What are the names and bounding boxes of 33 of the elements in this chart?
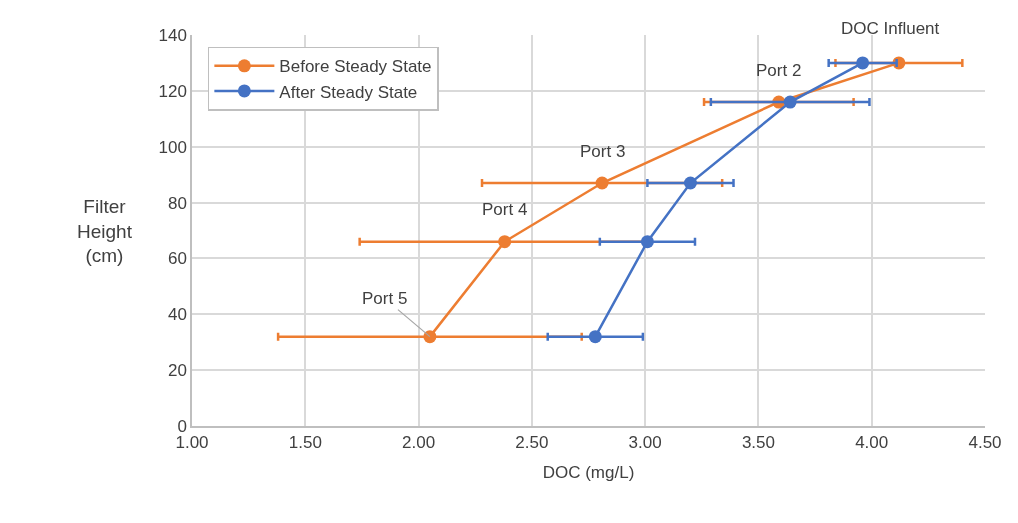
annotation: Port 3 [580,142,626,161]
y-tick-label: 60 [167,249,187,269]
x-tick-label: 3.50 [741,433,775,453]
x-tick-label: 2.50 [515,433,549,453]
x-tick-label: 3.00 [628,433,662,453]
point [640,235,654,249]
x-tick-label: 4.50 [968,433,1002,453]
legend-label: After Steady State [279,82,418,102]
point [595,176,609,190]
annotation: DOC Influent [841,19,940,38]
point [588,330,602,344]
x-axis-title: DOC (mg/L) [542,463,635,483]
y-tick-label: 20 [167,361,187,381]
x-tick-label: 2.00 [402,433,436,453]
point [783,95,797,109]
annotation: Port 2 [756,61,802,80]
annotation: Port 4 [482,200,528,219]
y-tick-label: 40 [167,305,187,325]
point [498,235,512,249]
x-tick-label: 1.50 [288,433,322,453]
point [856,56,870,70]
y-axis-title: Filter Height (cm) [77,196,133,267]
annotation: Port 5 [362,289,408,308]
x-tick-label: 4.00 [855,433,889,453]
point [423,330,437,344]
legend-label: Before Steady State [279,57,432,77]
x-tick-label: 1.00 [175,433,209,453]
y-tick-label: 0 [177,416,187,436]
y-tick-label: 100 [158,137,187,157]
point [683,176,697,190]
y-tick-label: 140 [158,25,187,45]
y-tick-label: 120 [158,81,187,101]
y-tick-label: 80 [167,193,187,213]
